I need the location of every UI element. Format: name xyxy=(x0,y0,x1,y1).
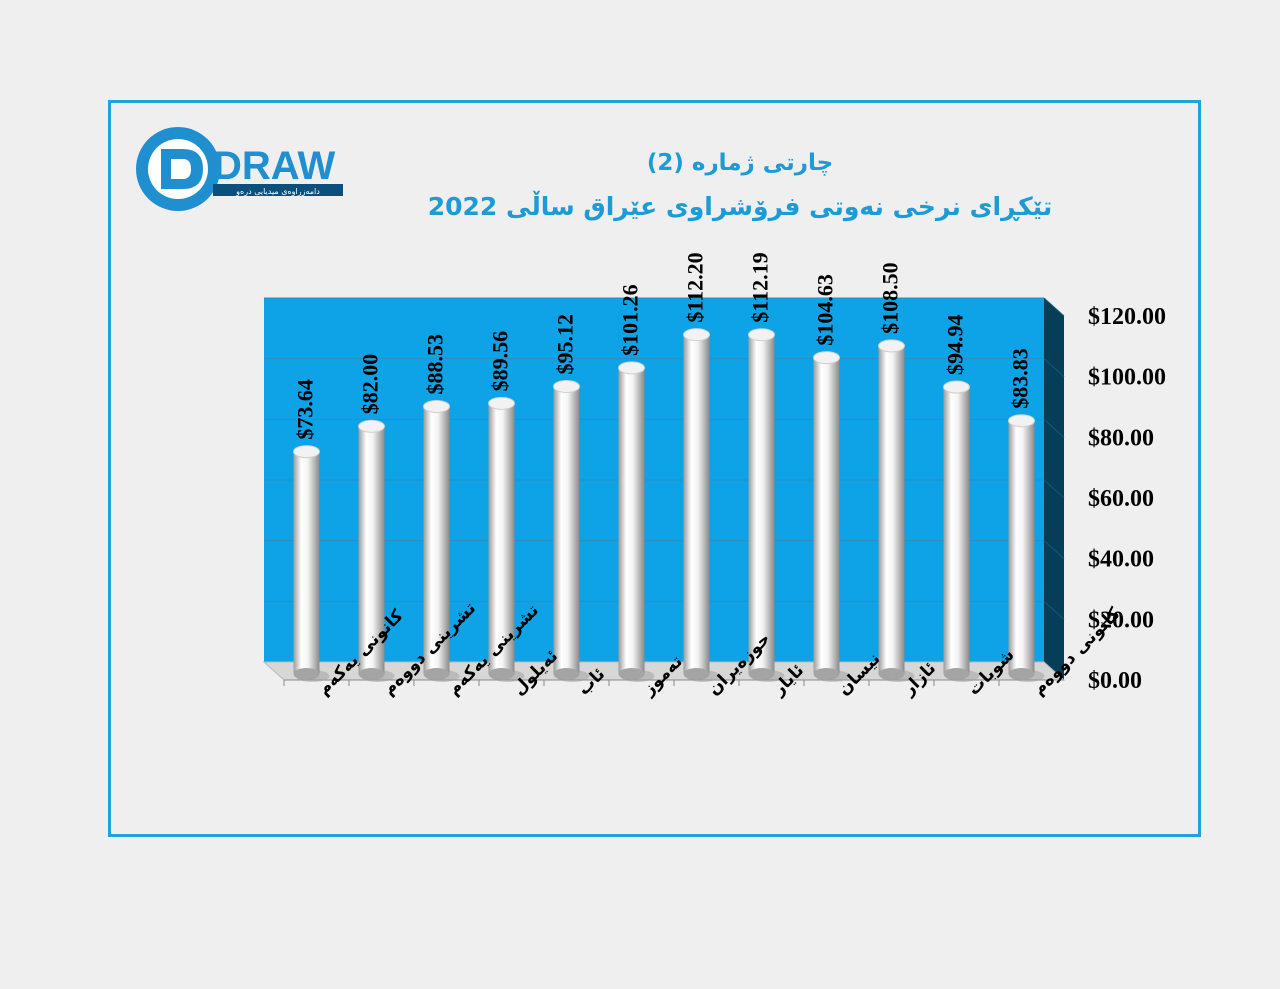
bar-value-label: $95.12 xyxy=(553,314,578,375)
bar-value-label: $83.83 xyxy=(1008,348,1033,409)
y-tick-label: $100.00 xyxy=(1088,365,1166,391)
y-tick-label: $0.00 xyxy=(1088,668,1142,694)
bar-base xyxy=(424,668,450,680)
bar-cap xyxy=(554,380,580,392)
bar-value-label: $89.56 xyxy=(488,331,513,392)
bar-value-label: $104.63 xyxy=(813,274,838,346)
y-tick-label: $80.00 xyxy=(1088,425,1154,451)
bar xyxy=(619,368,645,674)
bar-base xyxy=(1009,668,1035,680)
y-tick-label: $120.00 xyxy=(1088,304,1166,330)
bar-value-label: $108.50 xyxy=(878,262,903,334)
bar-value-label: $88.53 xyxy=(423,334,448,395)
bar xyxy=(749,335,775,674)
bar-base xyxy=(684,668,710,680)
bar-value-label: $112.19 xyxy=(748,252,773,322)
bar-base xyxy=(879,668,905,680)
bar-cap xyxy=(489,397,515,409)
y-tick-label: $60.00 xyxy=(1088,486,1154,512)
bar-cap xyxy=(619,362,645,374)
bar-cap xyxy=(879,340,905,352)
bar-base xyxy=(814,668,840,680)
bar xyxy=(944,387,970,674)
bar-cap xyxy=(814,352,840,364)
bar xyxy=(814,358,840,674)
bar-base xyxy=(749,668,775,680)
bar-base xyxy=(489,668,515,680)
bar-value-label: $101.26 xyxy=(618,284,643,356)
bar-base xyxy=(359,668,385,680)
bar xyxy=(684,335,710,674)
bar xyxy=(294,452,320,674)
bar xyxy=(879,346,905,674)
bar-value-label: $73.64 xyxy=(293,379,318,440)
bar-cap xyxy=(749,329,775,341)
bar-value-label: $112.20 xyxy=(683,252,708,322)
bar-cap xyxy=(684,329,710,341)
bar-base xyxy=(554,668,580,680)
bar-base xyxy=(944,668,970,680)
bar xyxy=(1009,421,1035,674)
bar-base xyxy=(619,668,645,680)
bar-base xyxy=(294,668,320,680)
bar-cap xyxy=(294,446,320,458)
bar-value-label: $94.94 xyxy=(943,315,968,376)
bar-cap xyxy=(424,400,450,412)
bar-cap xyxy=(359,420,385,432)
bar-value-label: $82.00 xyxy=(358,354,383,415)
bar-cap xyxy=(944,381,970,393)
bar-cap xyxy=(1009,415,1035,427)
bar xyxy=(554,386,580,674)
y-tick-label: $40.00 xyxy=(1088,547,1154,573)
